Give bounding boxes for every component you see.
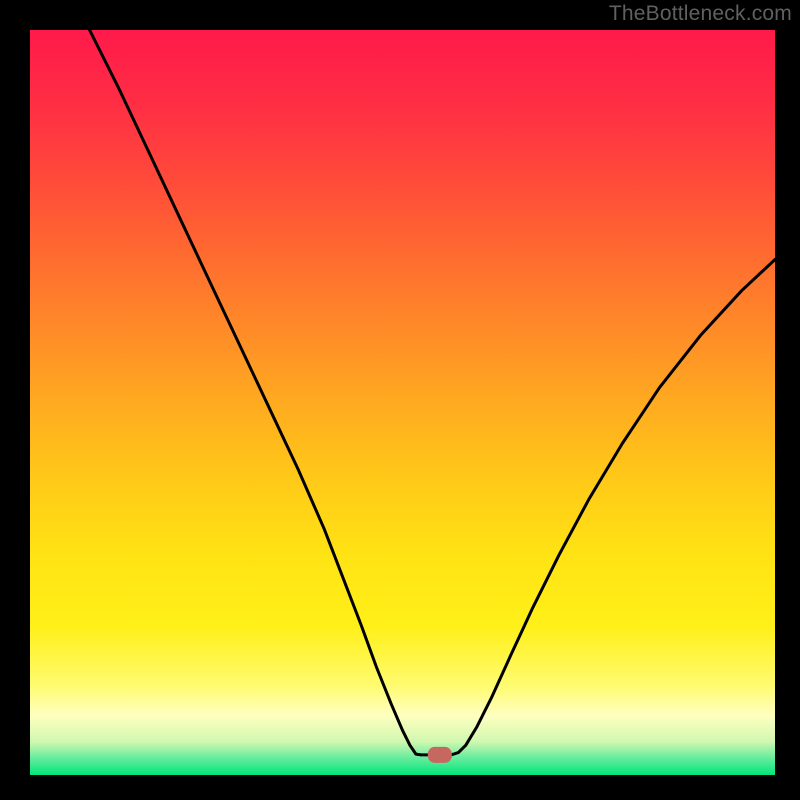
optimal-point-marker xyxy=(428,747,452,763)
watermark-text: TheBottleneck.com xyxy=(609,2,792,26)
chart-gradient-background xyxy=(30,30,775,775)
bottleneck-chart xyxy=(0,0,800,800)
chart-container: TheBottleneck.com xyxy=(0,0,800,800)
